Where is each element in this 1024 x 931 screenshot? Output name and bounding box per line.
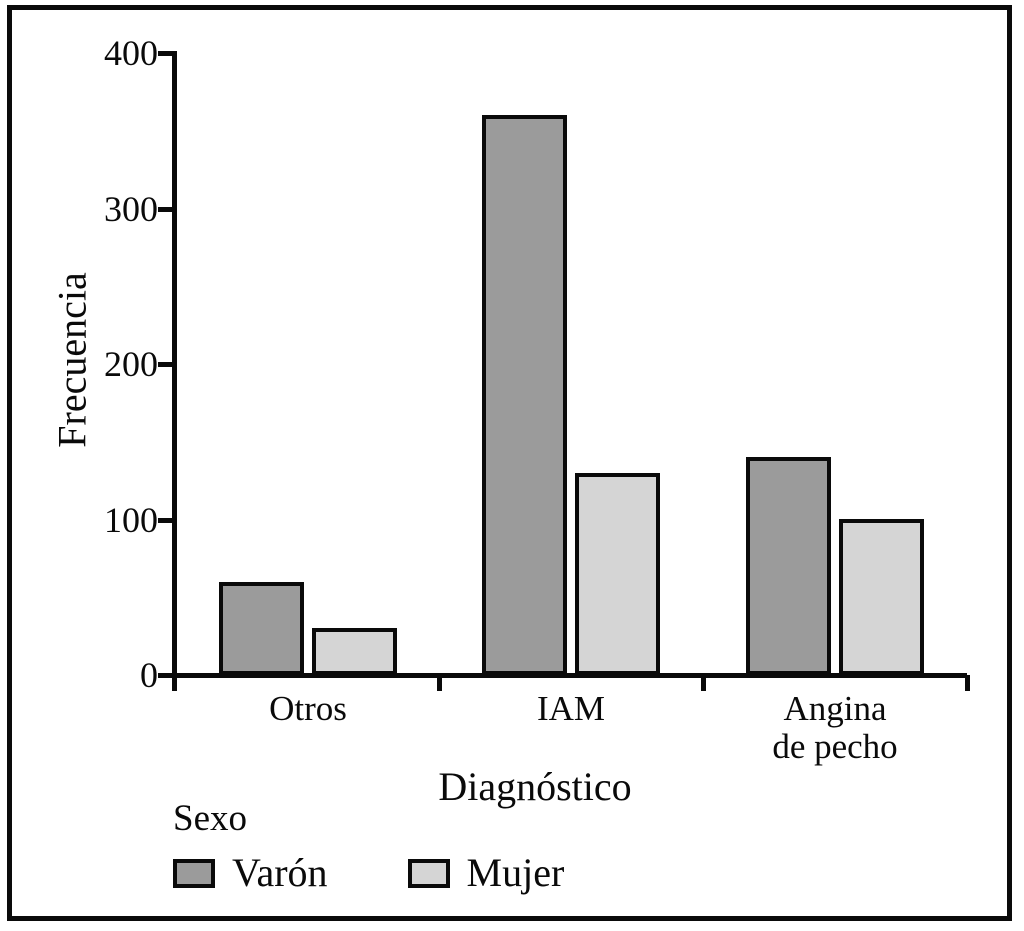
bar-varon-angina-de-pecho	[746, 457, 831, 675]
bar-mujer-otros	[312, 628, 397, 675]
y-tick-label: 100	[104, 500, 158, 540]
x-category-label-angina-de-pecho: Angina de pecho	[772, 689, 898, 766]
y-tick-mark	[158, 362, 177, 367]
y-tick-mark	[158, 518, 177, 523]
y-tick-label: 300	[104, 189, 158, 229]
x-category-label-iam: IAM	[536, 689, 606, 728]
y-tick-mark	[158, 51, 177, 56]
x-axis	[172, 673, 967, 678]
x-tick-mark	[437, 675, 442, 691]
legend-swatch-mujer	[407, 858, 450, 888]
x-tick-mark	[965, 675, 970, 691]
legend-item-mujer: Mujer	[407, 850, 565, 895]
legend-swatch-varon	[173, 858, 215, 888]
bar-mujer-angina-de-pecho	[839, 519, 924, 675]
y-tick-mark	[158, 207, 177, 212]
x-axis-title: Diagnóstico	[438, 764, 632, 809]
legend-label-mujer: Mujer	[466, 850, 565, 895]
bar-varon-otros	[219, 582, 304, 675]
y-tick-label: 200	[104, 344, 158, 384]
legend: Varón Mujer	[173, 851, 564, 895]
bar-varon-iam	[482, 115, 567, 675]
legend-title: Sexo	[173, 798, 247, 839]
y-tick-label: 400	[104, 33, 158, 73]
y-tick-label: 0	[140, 655, 158, 695]
legend-item-varon: Varón	[173, 851, 328, 895]
x-category-label-otros: Otros	[269, 689, 347, 728]
y-axis-title: Frecuencia	[49, 272, 95, 448]
legend-label-varon: Varón	[232, 850, 328, 895]
y-tick-mark	[158, 673, 177, 678]
y-axis	[172, 51, 177, 691]
bar-mujer-iam	[575, 473, 660, 675]
x-tick-mark	[701, 675, 706, 691]
